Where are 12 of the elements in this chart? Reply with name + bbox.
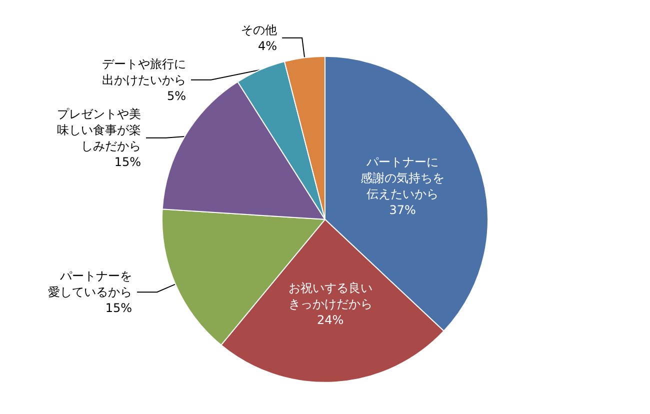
slice-label: お祝いする良いきっかけだから xyxy=(288,280,372,311)
data-label: 24% xyxy=(316,312,344,327)
slice-label: デートや旅行に出かけたいから xyxy=(102,56,186,87)
slice-label: その他 xyxy=(241,22,278,37)
slice-label: パートナーに感謝の気持ちを伝えたいから xyxy=(360,154,445,201)
data-label: 15% xyxy=(105,301,132,316)
slice-label: パートナーを愛しているから xyxy=(48,269,132,300)
slice-label: プレゼントや美味しい食事が楽しみだから xyxy=(57,106,142,153)
data-label: 5% xyxy=(166,88,186,103)
data-label: 4% xyxy=(258,38,278,53)
data-label: 15% xyxy=(114,154,142,169)
data-label: 37% xyxy=(389,202,416,217)
